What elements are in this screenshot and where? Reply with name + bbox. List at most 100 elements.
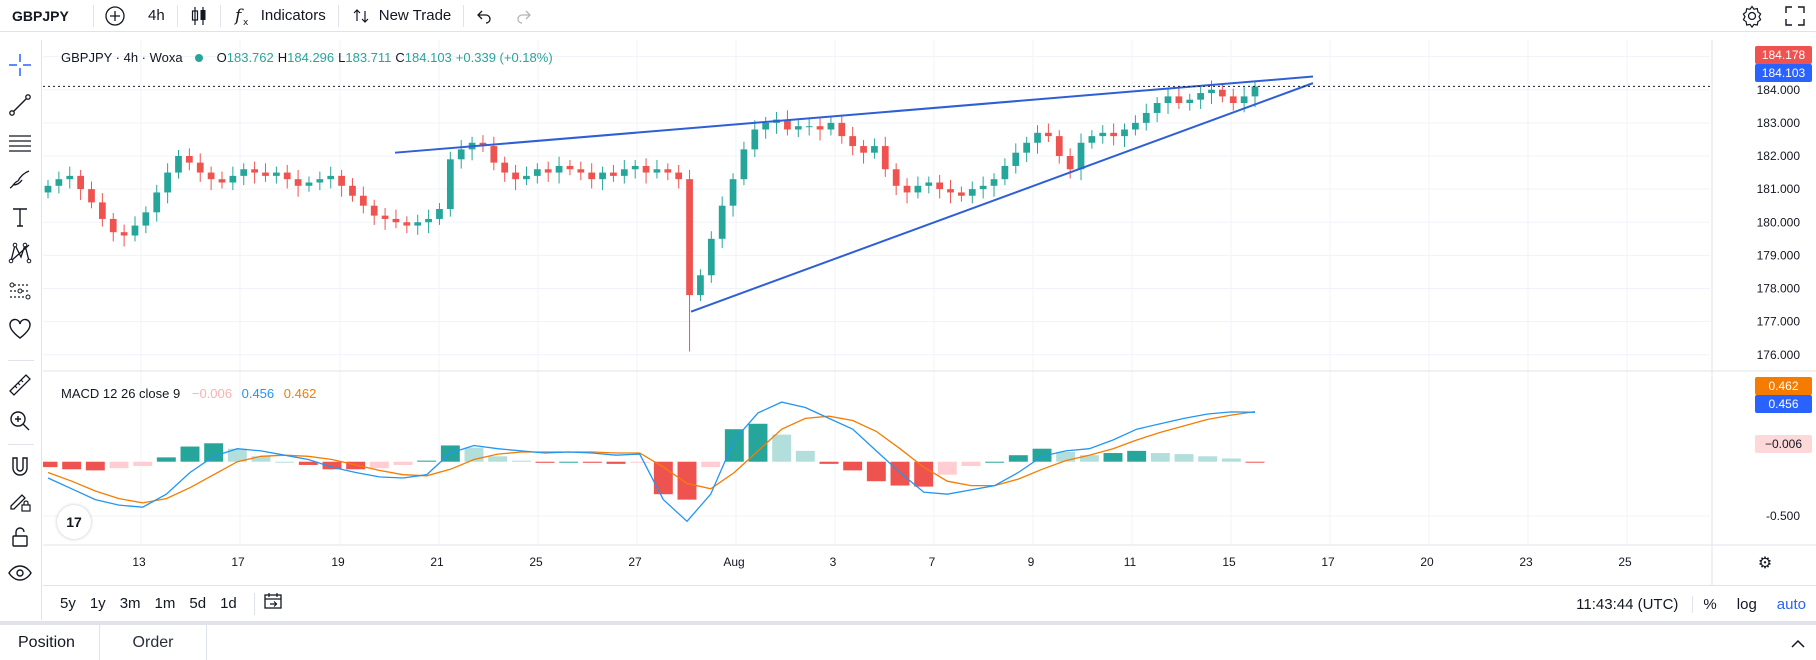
candle-body [544,169,552,173]
legend-change: +0.339 (+0.18%) [455,50,553,65]
last-price-tag: 184.103 [1755,64,1812,82]
candle-body [958,192,965,196]
price-tick-label: 184.000 [1757,83,1801,97]
tab-position[interactable]: Position [0,625,100,660]
macd-histogram-bar [369,461,389,469]
logo-text: 17 [66,514,82,530]
candle-body [794,126,802,130]
auto-toggle[interactable]: auto [1776,595,1806,613]
candle-body [185,156,193,163]
compare-button[interactable] [94,0,136,32]
pencil-lock-icon [7,488,33,514]
candle-body [533,169,541,176]
fullscreen-button[interactable] [1774,0,1816,32]
magnet-tool[interactable] [5,452,35,482]
macd-histogram-bar [322,461,342,470]
time-tick-label: Aug [723,555,744,569]
brush-icon [7,166,33,192]
trendline-tool[interactable] [5,90,35,120]
macd-histogram-bar [772,434,792,462]
ruler-tool[interactable] [5,370,35,400]
goto-date-button[interactable] [263,592,283,616]
toolbar-divider [8,444,34,445]
candle-body [849,136,857,147]
redo-icon [514,6,534,26]
candle-body [77,175,84,190]
range-1y[interactable]: 1y [89,595,106,612]
visibility-tool[interactable] [5,558,35,588]
macd-histogram-bar [1008,455,1028,462]
time-tick-label: 23 [1519,555,1533,569]
candle-body [55,179,63,186]
range-1m[interactable]: 1m [154,595,176,612]
macd-histogram-bar [109,461,129,469]
svg-text:f: f [233,6,244,26]
macd-histogram-bar [677,461,697,500]
candle-body [294,179,302,186]
macd-histogram-bar [890,461,910,486]
candle-body [457,149,465,160]
log-toggle[interactable]: log [1736,595,1757,613]
zoom-tool[interactable] [5,406,35,436]
candle-body [262,172,269,176]
range-3m[interactable]: 3m [119,595,141,612]
interval-selector[interactable]: 4h [136,4,178,27]
legend-open: 183.762 [226,50,274,65]
price-chart[interactable]: 185.000184.000183.000182.000181.000180.0… [43,40,1816,585]
candle-body [98,202,106,219]
candle-body [1186,99,1194,103]
chart-area[interactable]: 185.000184.000183.000182.000181.000180.0… [43,40,1816,585]
macd-histogram-bar [1056,451,1076,462]
tab-order[interactable]: Order [100,625,207,660]
axis-settings-gear-icon[interactable]: ⚙ [1758,553,1772,572]
pattern-tool[interactable] [5,238,35,268]
candle-body [838,122,846,137]
hist-tag-text: −0.006 [1764,437,1803,451]
text-tool[interactable] [5,202,35,232]
macd-histogram-bar [227,448,247,462]
range-1d[interactable]: 1d [220,595,237,612]
candle-body [403,222,411,226]
settings-button[interactable] [1730,0,1774,32]
brush-tool[interactable] [5,164,35,194]
new-trade-button[interactable]: New Trade [339,4,465,27]
signal-tag: 0.462 [1755,377,1812,395]
symbol-selector[interactable]: GBPJPY [0,4,94,27]
range-5d[interactable]: 5d [189,595,207,612]
candle-body [914,185,922,193]
candle-body [370,205,378,216]
pattern-icon [7,240,33,266]
tradingview-logo[interactable]: 17 [57,505,91,539]
prediction-tool[interactable] [5,276,35,306]
candle-body [784,119,791,130]
candles-icon [190,5,208,27]
fib-retracement-tool[interactable] [5,128,35,158]
chevron-up-icon [1791,639,1805,648]
candle-body [446,159,454,209]
range-5y[interactable]: 5y [60,595,76,612]
lock-drawings-tool[interactable] [5,486,35,516]
redo-button[interactable] [504,0,544,32]
candle-body [1251,86,1259,97]
tab-position-label: Position [18,633,75,651]
macd-histogram-bar [488,456,508,462]
candle-body [805,126,813,128]
candle-body [1229,96,1237,103]
crosshair-tool[interactable] [5,50,35,80]
candle-body [1012,152,1020,166]
macd-histogram-bar [511,460,531,462]
legend-title: GBPJPY · 4h · Woxa [61,50,183,65]
percent-toggle[interactable]: % [1703,595,1717,613]
price-tick-label: 181.000 [1757,182,1801,196]
interval-label: 4h [148,7,165,24]
macd-signal-line [47,410,1256,504]
undo-button[interactable] [464,0,504,32]
zoom-in-icon [7,408,33,434]
chart-type-button[interactable] [178,4,221,27]
panel-collapse-button[interactable] [1786,632,1810,660]
lock-tool[interactable] [5,522,35,552]
candle-body [109,218,117,233]
favorite-tool[interactable] [5,314,35,344]
